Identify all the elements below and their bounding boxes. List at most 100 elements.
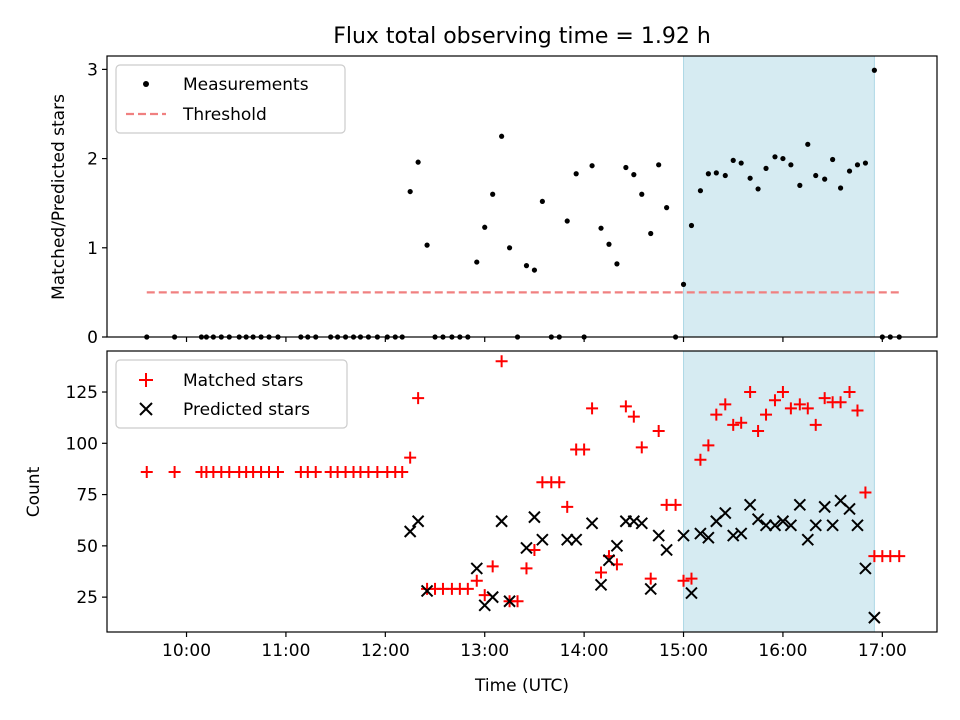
matched-star-point [760,408,773,421]
matched-star-point [685,572,698,585]
legend-measurements-label: Measurements [183,75,309,95]
bottom-x-tick-label: 14:00 [560,641,609,661]
predicted-star-point [635,517,648,530]
matched-star-point [412,392,425,405]
legend-matched-label: Matched stars [183,371,303,391]
matched-star-point [404,451,417,464]
predicted-star-point [801,533,814,546]
predicted-star-point [818,500,831,514]
bottom-y-tick-label: 75 [76,486,98,506]
matched-star-point [619,400,632,413]
measurement-point [688,222,695,229]
matched-star-point [553,476,566,489]
matched-star-point [834,396,847,409]
predicted-star-point [719,506,732,520]
matched-star-point [809,418,822,431]
predicted-star-point [610,539,624,553]
predicted-star-point [868,611,881,624]
bottom-y-tick-label: 25 [76,588,98,608]
matched-star-point [396,466,409,479]
matched-star-point [793,398,806,411]
matched-star-point [652,424,665,437]
top-y-tick-label: 1 [87,239,98,259]
matched-star-point [776,386,789,399]
top-legend: Measurements Threshold [115,64,346,134]
measurement-point [606,241,612,247]
measurement-point [648,230,654,237]
matched-star-point [528,543,541,556]
predicted-star-point [776,515,790,528]
predicted-star-point [602,554,616,567]
matched-star-point [801,402,814,415]
measurement-point [573,171,579,177]
bottom-y-tick-label: 100 [66,434,98,454]
measurement-point [474,259,480,265]
top-legend-box [115,64,346,134]
measurement-point [664,205,670,211]
matched-star-point [843,386,856,399]
matched-star-point [470,574,483,587]
predicted-star-point [627,515,641,528]
predicted-star-point [470,562,483,575]
matched-star-point [744,386,757,399]
predicted-star-point [585,517,599,530]
bottom-highlight-span [683,351,875,632]
measurement-point [871,67,877,73]
matched-star-point [784,402,797,415]
matched-star-point [768,394,781,407]
measurement-point [846,168,853,174]
predicted-star-point [528,510,541,524]
measurement-point [407,188,413,195]
predicted-star-point [809,519,822,532]
matched-star-point [461,582,474,595]
matched-star-point [694,453,707,466]
matched-star-point [627,410,640,423]
measurement-point [564,218,570,224]
matched-star-point [727,418,740,431]
predicted-star-point [660,543,673,557]
chart-title: Flux total observing time = 1.92 h [333,24,711,49]
measurement-point [531,267,538,273]
predicted-star-point [851,519,864,532]
measurement-point [813,172,819,179]
matched-star-point [644,572,657,585]
bottom-axes-frame [106,350,938,633]
measurement-point [424,242,430,248]
measurement-point [680,281,687,287]
top-axes-frame [106,55,938,338]
bottom-y-axis-label: Count [24,466,44,517]
predicted-star-point [784,519,798,532]
predicted-star-point [727,529,740,542]
predicted-star-point [751,512,765,526]
measurement-point [490,191,496,197]
matched-star-point [486,560,499,573]
measurement-point [415,159,421,165]
top-panel: 0 1 2 3 Matched/Predicted stars Measurement… [49,55,938,348]
bottom-y-tick-label: 125 [66,383,98,403]
top-y-tick-label: 2 [87,150,98,170]
matched-star-point [719,398,732,411]
top-highlight-span [683,56,875,337]
matched-star-point [635,441,648,454]
bottom-y-tick-label: 50 [76,537,98,557]
predicted-star-point [520,541,533,555]
top-y-axis-label: Matched/Predicted stars [49,94,69,300]
matched-star-point [578,443,591,456]
legend-predicted-marker [139,402,153,416]
measurement-point [797,182,803,188]
matched-star-point [520,562,533,575]
measurement-point [539,198,545,205]
matched-star-point [595,566,608,579]
legend-matched-marker [139,373,153,387]
matched-star-point [702,439,715,452]
predicted-star-point [685,586,698,600]
matched-star-point [710,408,723,421]
bottom-legend-box [115,359,348,429]
predicted-star-point [743,498,757,512]
bottom-x-tick-label: 12:00 [361,641,410,661]
matched-star-point [859,486,872,499]
predicted-star-point [594,578,608,592]
predicted-star-point [759,519,773,532]
legend-predicted-label: Predicted stars [183,400,310,420]
